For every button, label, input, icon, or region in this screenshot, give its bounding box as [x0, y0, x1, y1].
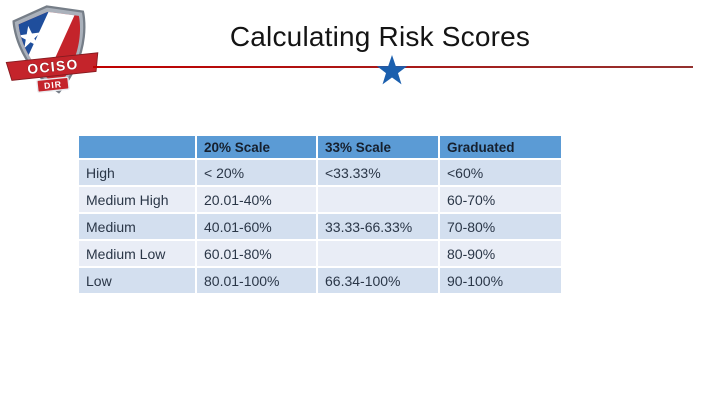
table-cell: 20.01-40% — [197, 187, 316, 212]
page-title: Calculating Risk Scores — [229, 21, 531, 52]
table-cell: 60-70% — [440, 187, 561, 212]
ociso-banner: OCISO — [5, 52, 99, 81]
table-cell: 66.34-100% — [318, 268, 438, 293]
flag-blue-field — [17, 7, 55, 82]
dir-banner-label: DIR — [44, 79, 63, 91]
ociso-banner-label: OCISO — [27, 57, 80, 77]
texas-star-icon — [18, 25, 41, 49]
row-label-cell: Medium High — [79, 187, 195, 212]
table-cell: 80.01-100% — [197, 268, 316, 293]
table-header-cell — [79, 136, 195, 158]
star-icon — [376, 55, 408, 85]
row-label-cell: High — [79, 160, 195, 185]
table-header-cell: Graduated — [440, 136, 561, 158]
table-cell: <60% — [440, 160, 561, 185]
table-cell: 80-90% — [440, 241, 561, 266]
ociso-dir-logo: OCISO DIR — [5, 5, 99, 94]
row-label-cell: Medium Low — [79, 241, 195, 266]
table-cell — [318, 187, 438, 212]
row-label-cell: Low — [79, 268, 195, 293]
table-cell: < 20% — [197, 160, 316, 185]
row-label-cell: Medium — [79, 214, 195, 239]
dir-banner: DIR — [36, 76, 70, 93]
table-header-cell: 20% Scale — [197, 136, 316, 158]
table-cell: 90-100% — [440, 268, 561, 293]
risk-score-table: 20% Scale 33% Scale Graduated High < 20%… — [79, 136, 561, 293]
table-cell: 60.01-80% — [197, 241, 316, 266]
table-cell: <33.33% — [318, 160, 438, 185]
table-cell: 33.33-66.33% — [318, 214, 438, 239]
table-cell: 40.01-60% — [197, 214, 316, 239]
table-cell: 70-80% — [440, 214, 561, 239]
table-cell — [318, 241, 438, 266]
table-header-cell: 33% Scale — [318, 136, 438, 158]
